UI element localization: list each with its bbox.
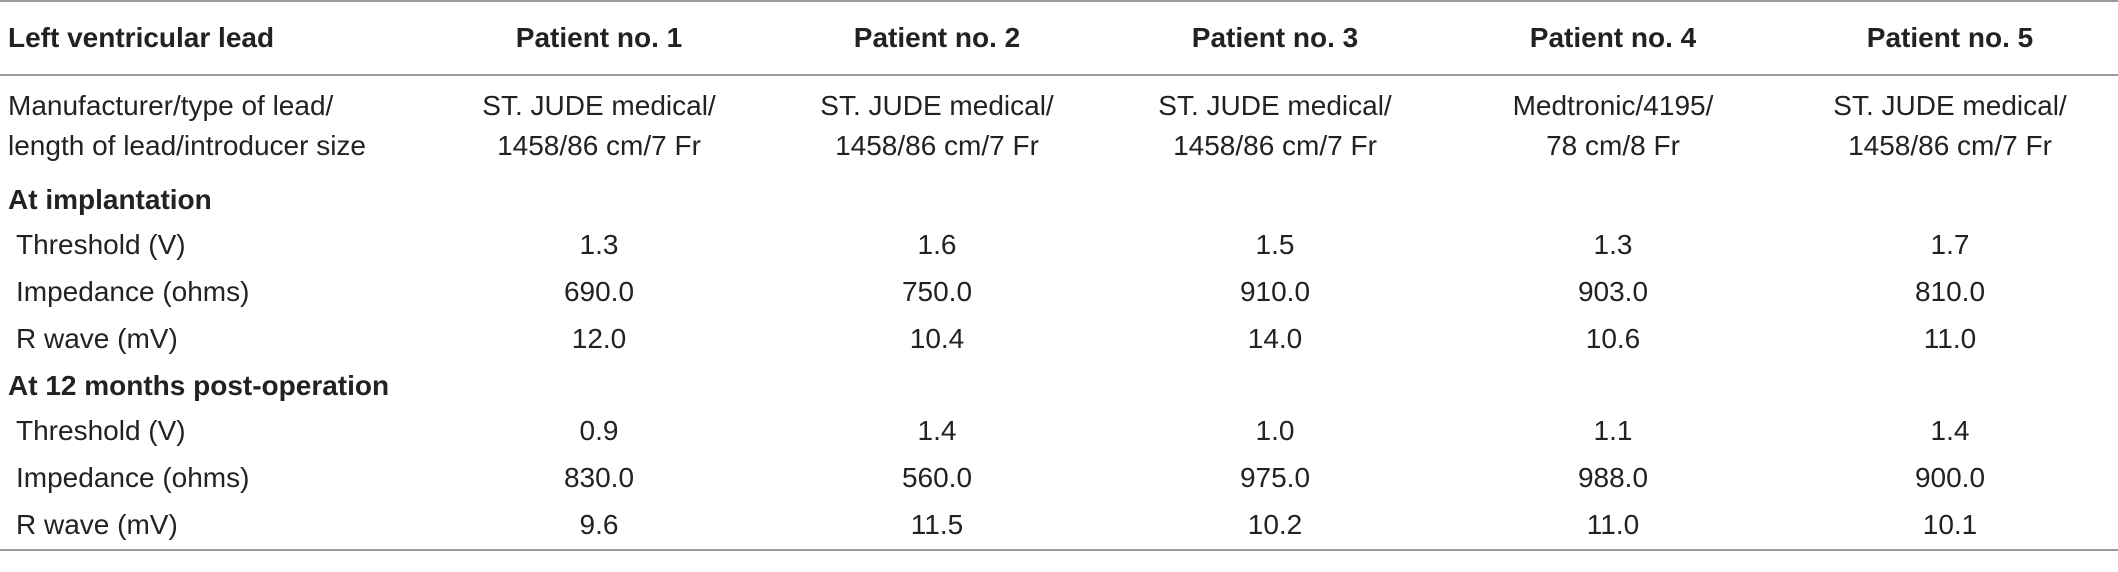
table-cell: 1.4 — [917, 414, 957, 446]
header-cell-patient-1: Patient no. 1 — [430, 0, 768, 76]
row-label: Impedance (ohms) — [16, 461, 250, 493]
section-heading-row: At 12 months post-operation — [0, 362, 2118, 407]
manufacturer-cell-patient-5: ST. JUDE medical/ 1458/86 cm/7 Fr — [1782, 75, 2118, 176]
header-cell-patient-2: Patient no. 2 — [768, 0, 1106, 76]
header-cell-label: Left ventricular lead — [0, 0, 430, 76]
section-title: At implantation — [8, 183, 212, 215]
row-label: R wave (mV) — [16, 322, 178, 354]
manufacturer-cell-line2: 1458/86 cm/7 Fr — [1848, 130, 2052, 161]
table-cell: 10.2 — [1106, 501, 1444, 551]
table-cell: 1.7 — [1930, 228, 1970, 260]
table-cell: 1.3 — [1593, 228, 1633, 260]
table-row: Impedance (ohms) 830.0 560.0 975.0 988.0… — [0, 454, 2118, 501]
manufacturer-cell-line2: 78 cm/8 Fr — [1546, 130, 1680, 161]
manufacturer-cell-line2: 1458/86 cm/7 Fr — [835, 130, 1039, 161]
manufacturer-cell-line2: 1458/86 cm/7 Fr — [497, 130, 701, 161]
table-cell: 988.0 — [1577, 461, 1649, 493]
table-cell: 830.0 — [563, 461, 635, 493]
manufacturer-cell-patient-2: ST. JUDE medical/ 1458/86 cm/7 Fr — [768, 75, 1106, 176]
table-cell: 900.0 — [1914, 461, 1986, 493]
manufacturer-label-cell: Manufacturer/type of lead/ length of lea… — [0, 75, 430, 176]
table-row: Threshold (V) 0.9 1.4 1.0 1.1 1.4 — [0, 407, 2118, 454]
manufacturer-cell-patient-4: Medtronic/4195/ 78 cm/8 Fr — [1444, 75, 1782, 176]
table-cell: 1.0 — [1255, 414, 1295, 446]
manufacturer-cell-patient-1: ST. JUDE medical/ 1458/86 cm/7 Fr — [430, 75, 768, 176]
manufacturer-cell-line1: ST. JUDE medical/ — [1158, 90, 1392, 121]
table-cell: 903.0 — [1577, 275, 1649, 307]
manufacturer-cell-line1: Medtronic/4195/ — [1512, 90, 1714, 121]
row-label: Threshold (V) — [16, 414, 186, 446]
table-cell: 10.1 — [1782, 501, 2118, 551]
manufacturer-label-line1: Manufacturer/type of lead/ — [8, 90, 334, 121]
lead-parameters-table-container: Left ventricular lead Patient no. 1 Pati… — [0, 0, 2118, 551]
header-row: Left ventricular lead Patient no. 1 Pati… — [0, 0, 2118, 76]
lead-parameters-table: Left ventricular lead Patient no. 1 Pati… — [0, 0, 2118, 551]
table-cell: 975.0 — [1239, 461, 1311, 493]
table-cell: 690.0 — [563, 275, 635, 307]
manufacturer-row: Manufacturer/type of lead/ length of lea… — [0, 75, 2118, 176]
table-row: Impedance (ohms) 690.0 750.0 910.0 903.0… — [0, 268, 2118, 315]
table-cell: 14.0 — [1247, 322, 1303, 354]
table-cell: 1.1 — [1593, 414, 1633, 446]
table-cell: 11.0 — [1923, 322, 1977, 354]
table-row: Threshold (V) 1.3 1.6 1.5 1.3 1.7 — [0, 221, 2118, 268]
row-label: R wave (mV) — [0, 501, 430, 551]
manufacturer-cell-patient-3: ST. JUDE medical/ 1458/86 cm/7 Fr — [1106, 75, 1444, 176]
manufacturer-cell-line1: ST. JUDE medical/ — [820, 90, 1054, 121]
table-cell: 750.0 — [901, 275, 973, 307]
table-cell: 910.0 — [1239, 275, 1311, 307]
row-label: Threshold (V) — [16, 228, 186, 260]
table-cell: 1.6 — [917, 228, 957, 260]
table-cell: 10.6 — [1585, 322, 1641, 354]
table-cell: 0.9 — [579, 414, 619, 446]
table-cell: 10.4 — [909, 322, 965, 354]
table-cell: 1.3 — [579, 228, 619, 260]
table-cell: 1.5 — [1255, 228, 1295, 260]
table-cell: 12.0 — [571, 322, 627, 354]
table-cell: 9.6 — [430, 501, 768, 551]
manufacturer-cell-line1: ST. JUDE medical/ — [482, 90, 716, 121]
section-heading-row: At implantation — [0, 176, 2118, 221]
table-cell: 560.0 — [901, 461, 973, 493]
table-cell: 11.5 — [768, 501, 1106, 551]
table-cell: 11.0 — [1444, 501, 1782, 551]
table-cell: 810.0 — [1914, 275, 1986, 307]
header-cell-patient-4: Patient no. 4 — [1444, 0, 1782, 76]
section-title: At 12 months post-operation — [8, 369, 390, 401]
table-row: R wave (mV) 9.6 11.5 10.2 11.0 10.1 — [0, 501, 2118, 551]
table-cell: 1.4 — [1930, 414, 1970, 446]
manufacturer-cell-line1: ST. JUDE medical/ — [1833, 90, 2067, 121]
header-cell-patient-5: Patient no. 5 — [1782, 0, 2118, 76]
table-row: R wave (mV) 12.0 10.4 14.0 10.6 11.0 — [0, 315, 2118, 362]
manufacturer-label-line2: length of lead/introducer size — [8, 130, 366, 161]
header-cell-patient-3: Patient no. 3 — [1106, 0, 1444, 76]
manufacturer-cell-line2: 1458/86 cm/7 Fr — [1173, 130, 1377, 161]
row-label: Impedance (ohms) — [16, 275, 250, 307]
